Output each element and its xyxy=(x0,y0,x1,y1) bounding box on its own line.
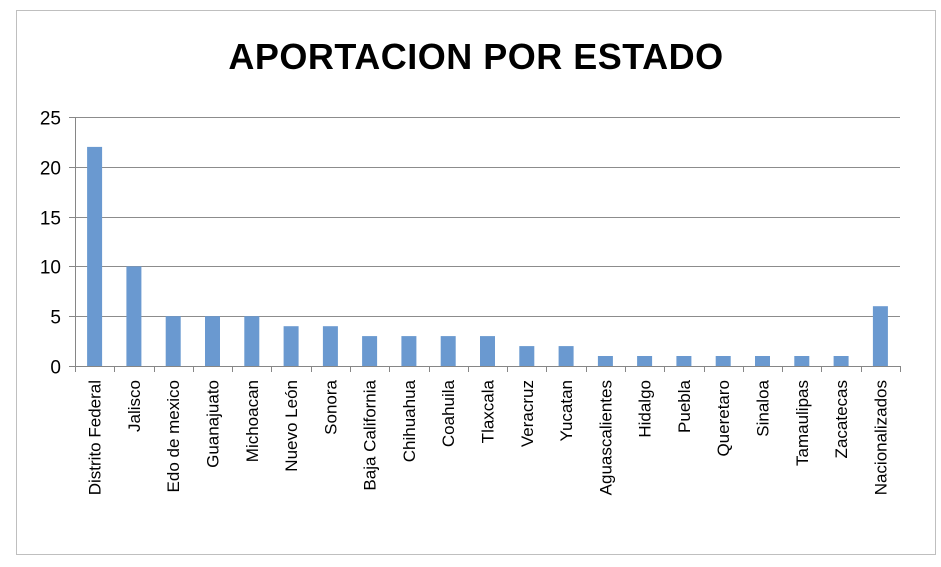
x-tick-label: Aguascalientes xyxy=(596,380,615,495)
y-tick-label: 20 xyxy=(40,159,61,180)
y-tick-label: 0 xyxy=(50,358,61,379)
x-tick-label: Yucatan xyxy=(557,380,576,441)
bar xyxy=(480,336,495,366)
bar xyxy=(283,326,299,366)
bar xyxy=(676,356,692,366)
bar xyxy=(165,316,181,366)
bar xyxy=(126,266,142,366)
y-tick-label: 5 xyxy=(50,308,61,329)
x-tick-label: Baja California xyxy=(361,379,380,490)
x-tick-label: Edo de mexico xyxy=(164,380,183,492)
x-tick-label: Guanajuato xyxy=(204,380,223,468)
x-tick-label: Distrito Federal xyxy=(86,380,105,495)
bar xyxy=(833,356,849,366)
bar xyxy=(87,146,103,366)
chart-frame xyxy=(16,10,936,555)
chart-title: APORTACION POR ESTADO xyxy=(228,36,724,77)
x-tick-label: Queretaro xyxy=(714,380,733,457)
x-tick-label: Tamaulipas xyxy=(793,380,812,466)
bar xyxy=(637,356,653,366)
y-tick-label: 15 xyxy=(40,209,61,230)
x-tick-label: Sinaloa xyxy=(754,379,773,436)
bar xyxy=(244,316,260,366)
bar xyxy=(558,346,574,366)
x-tick-label: Sonora xyxy=(321,379,340,434)
bar xyxy=(362,336,378,366)
x-tick-label: Michoacan xyxy=(243,380,262,462)
bar xyxy=(715,356,731,366)
bar xyxy=(794,356,810,366)
x-tick-label: Chihuahua xyxy=(400,379,419,462)
x-tick-label: Jalisco xyxy=(125,380,144,432)
bar xyxy=(872,306,888,366)
x-tick-label: Nacionalizados xyxy=(871,380,890,495)
x-tick-label: Coahuila xyxy=(439,379,458,447)
x-tick-label: Tlaxcala xyxy=(479,379,498,443)
x-tick-label: Veracruz xyxy=(518,380,537,447)
bar xyxy=(519,346,535,366)
x-tick-label: Nuevo León xyxy=(282,380,301,472)
bar xyxy=(205,316,220,366)
bar xyxy=(440,336,456,366)
x-tick-label: Hidalgo xyxy=(636,380,655,438)
bar xyxy=(401,336,417,366)
y-tick-label: 10 xyxy=(40,258,61,279)
bar xyxy=(755,356,770,366)
y-tick-label: 25 xyxy=(40,109,61,130)
bar xyxy=(597,356,613,366)
bar xyxy=(322,326,338,366)
x-tick-label: Zacatecas xyxy=(832,380,851,458)
x-tick-label: Puebla xyxy=(675,379,694,432)
